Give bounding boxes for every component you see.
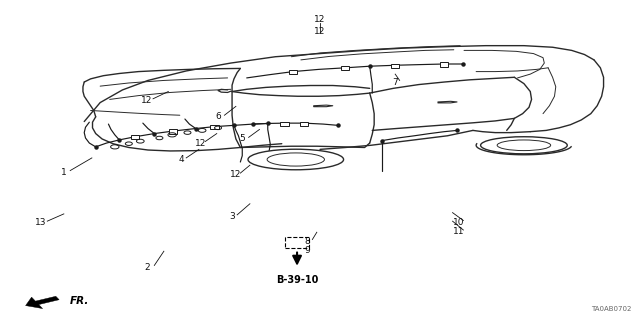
Text: 11: 11 (453, 227, 465, 236)
Text: 12: 12 (314, 15, 326, 24)
Text: 12: 12 (230, 170, 241, 179)
Text: 12: 12 (141, 96, 152, 105)
Text: 10: 10 (453, 218, 465, 226)
Bar (440, 63, 448, 67)
Text: 13: 13 (35, 218, 47, 227)
Text: 7: 7 (392, 78, 398, 86)
Text: 1: 1 (61, 168, 67, 177)
Bar (211, 125, 219, 129)
Bar (131, 135, 139, 139)
Text: 12: 12 (195, 138, 206, 148)
Text: 6: 6 (215, 112, 221, 121)
Ellipse shape (248, 149, 344, 170)
Ellipse shape (497, 140, 550, 151)
Bar (391, 64, 399, 68)
Text: 2: 2 (144, 263, 150, 271)
Bar (341, 66, 349, 70)
Text: 4: 4 (179, 155, 184, 164)
Text: 9: 9 (305, 246, 310, 255)
Ellipse shape (267, 153, 324, 166)
Bar (289, 70, 297, 74)
Text: 3: 3 (229, 212, 235, 221)
Text: 5: 5 (239, 134, 245, 144)
Bar (280, 122, 289, 126)
Bar (169, 130, 177, 134)
Bar (300, 122, 308, 126)
Polygon shape (26, 296, 59, 308)
Text: TA0AB0702: TA0AB0702 (591, 306, 631, 312)
Text: 12: 12 (314, 27, 326, 36)
Text: FR.: FR. (70, 296, 90, 306)
Text: 8: 8 (305, 237, 310, 246)
Ellipse shape (481, 137, 567, 154)
Text: B-39-10: B-39-10 (276, 275, 318, 285)
